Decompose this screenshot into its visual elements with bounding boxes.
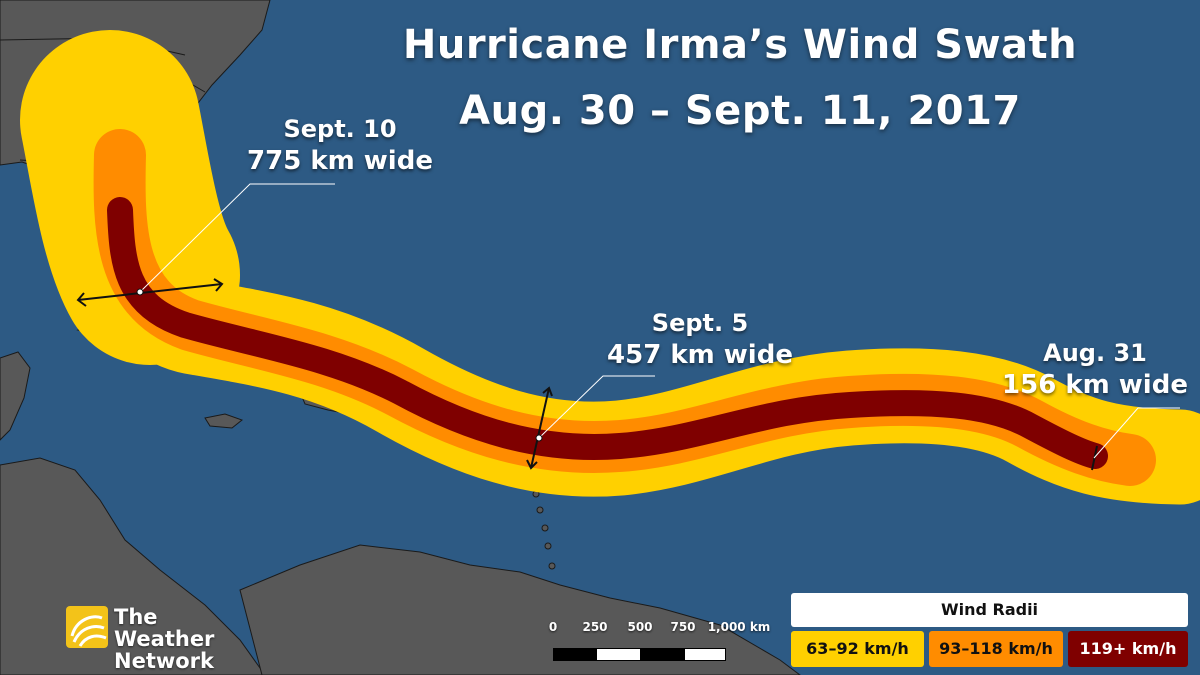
- swath-inner-119-plus: [107, 197, 1108, 469]
- swirl-logo-icon: [66, 606, 108, 648]
- scale-tick: 750: [670, 620, 696, 634]
- land-jamaica: [204, 413, 244, 429]
- scale-tick: 1,000 km: [707, 620, 771, 634]
- wind-radii-legend: Wind Radii 63–92 km/h 93–118 km/h 119+ k…: [791, 593, 1188, 667]
- leader-sept5: [538, 375, 655, 439]
- scale-segment: [684, 648, 726, 661]
- weather-network-logo: The Weather Network: [66, 604, 256, 672]
- leader-sept10: [139, 183, 335, 293]
- map-subtitle: Aug. 30 – Sept. 11, 2017: [459, 88, 1021, 134]
- land-south-america: [239, 544, 801, 675]
- annotation-width: 156 km wide: [1002, 370, 1188, 400]
- wind-swath: [20, 30, 1200, 505]
- width-indicators: [76, 278, 1098, 471]
- annotation-date: Sept. 5: [651, 309, 749, 337]
- width-line-sept10: [77, 283, 223, 301]
- scale-tick: 250: [582, 620, 608, 634]
- legend-item-93-118: 93–118 km/h: [929, 631, 1063, 667]
- scale-bar: 0 250 500 750 1,000 km: [545, 620, 785, 665]
- logo-line-1: The Weather: [114, 605, 215, 651]
- scale-tick: 0: [548, 620, 558, 634]
- annotation-aug31: Aug. 31 156 km wide: [995, 338, 1195, 402]
- annotation-width: 457 km wide: [607, 340, 793, 370]
- scale-segment: [596, 648, 641, 661]
- annotation-sept10: Sept. 10 775 km wide: [245, 114, 435, 178]
- center-dot-sept10: [136, 288, 144, 296]
- width-line-sept5: [530, 387, 550, 469]
- leader-aug31: [1093, 407, 1180, 459]
- legend-item-63-92: 63–92 km/h: [791, 631, 924, 667]
- scale-segment: [640, 648, 685, 661]
- land-yucatan: [0, 351, 31, 441]
- legend-item-119-plus: 119+ km/h: [1068, 631, 1188, 667]
- legend-title: Wind Radii: [791, 593, 1188, 627]
- logo-line-2: Network: [114, 649, 215, 673]
- annotation-date: Sept. 10: [283, 115, 397, 143]
- scale-tick: 500: [627, 620, 653, 634]
- scale-segment: [553, 648, 597, 661]
- annotation-date: Aug. 31: [1043, 339, 1147, 367]
- leader-lines: [139, 183, 1180, 459]
- annotation-width: 775 km wide: [247, 146, 433, 176]
- annotation-sept5: Sept. 5 457 km wide: [600, 308, 800, 372]
- map-title: Hurricane Irma’s Wind Swath: [402, 22, 1078, 68]
- center-dot-sept5: [535, 434, 543, 442]
